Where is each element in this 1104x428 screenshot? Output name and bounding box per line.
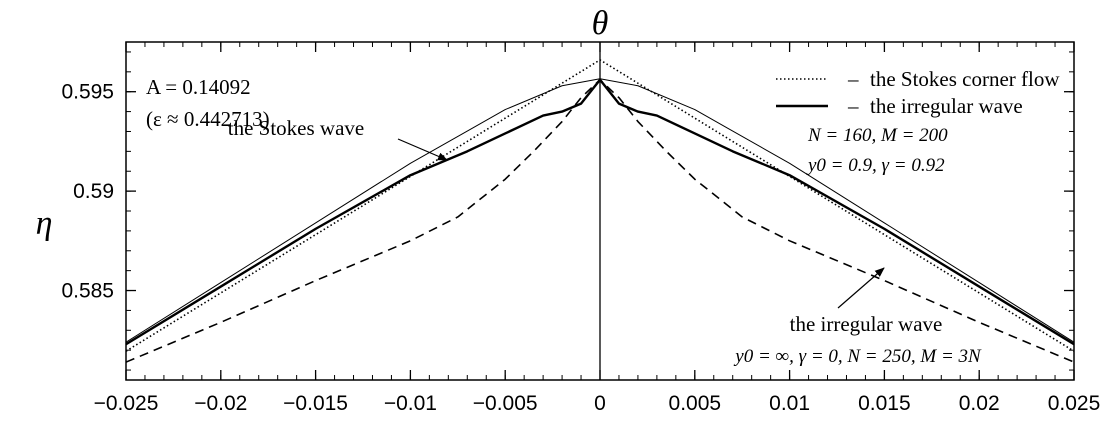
y-axis-title: η (36, 205, 53, 242)
series-line-dashed (125, 78, 1075, 363)
amplitude-label: A = 0.14092 (146, 75, 251, 99)
series-line-dotted (125, 59, 1075, 352)
x-tick-label: −0.02 (194, 392, 247, 415)
x-tick-label: −0.005 (473, 392, 538, 415)
x-tick-label: −0.025 (94, 392, 159, 415)
x-tick-label: 0.025 (1048, 392, 1101, 415)
x-tick-label: 0.015 (858, 392, 911, 415)
epsilon-label: (ε ≈ 0.442713) (146, 107, 270, 131)
legend-label-irregular-wave: the irregular wave (870, 94, 1023, 118)
stokes-wave-arrow (397, 138, 448, 161)
irregular-wave-label: the irregular wave (790, 312, 943, 336)
x-tick-label: 0.02 (959, 392, 1000, 415)
x-tick-label: 0.01 (769, 392, 810, 415)
legend-params-line1: N = 160, M = 200 (807, 125, 948, 146)
y-tick-label: 0.595 (61, 81, 114, 104)
x-axis-title: θ (592, 5, 609, 42)
x-ticks: −0.025 −0.02 −0.015 −0.01 −0.005 0 0.005 0.01 0.… (94, 42, 1101, 415)
y-tick-label: 0.585 (61, 280, 114, 303)
series-layer (125, 59, 1075, 363)
x-tick-label: 0.005 (669, 392, 722, 415)
irregular-wave-arrow (837, 267, 885, 309)
legend-dash: – (847, 67, 859, 91)
x-tick-label: −0.01 (384, 392, 437, 415)
irregular-wave-params: y0 = ∞, γ = 0, N = 250, M = 3N (733, 346, 982, 367)
legend-label-stokes-corner-flow: the Stokes corner flow (870, 67, 1060, 91)
series-line-solid-thin (125, 78, 1075, 343)
y-tick-label: 0.59 (73, 180, 114, 203)
legend: – the Stokes corner flow – the irregular… (776, 67, 1060, 176)
y-ticks: 0.585 0.59 0.595 (61, 51, 1074, 371)
legend-params-line2: y0 = 0.9, γ = 0.92 (806, 155, 945, 176)
x-tick-label: 0 (594, 392, 606, 415)
legend-dash: – (847, 94, 859, 118)
stokes-wave-label: the Stokes wave (228, 116, 364, 140)
x-tick-label: −0.015 (283, 392, 348, 415)
